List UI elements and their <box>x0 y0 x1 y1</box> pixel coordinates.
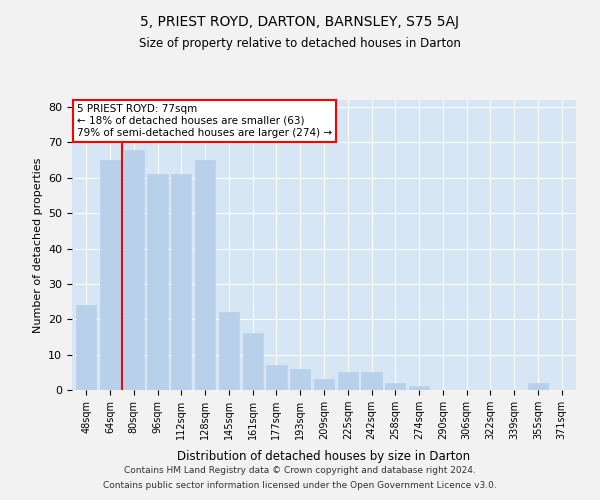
Bar <box>242 334 263 390</box>
Bar <box>385 383 406 390</box>
Bar <box>124 150 144 390</box>
Y-axis label: Number of detached properties: Number of detached properties <box>32 158 43 332</box>
Bar <box>266 365 287 390</box>
X-axis label: Distribution of detached houses by size in Darton: Distribution of detached houses by size … <box>178 450 470 464</box>
Bar <box>409 386 429 390</box>
Bar <box>100 160 120 390</box>
Bar <box>171 174 191 390</box>
Bar <box>361 372 382 390</box>
Text: Size of property relative to detached houses in Darton: Size of property relative to detached ho… <box>139 38 461 51</box>
Bar <box>528 383 548 390</box>
Bar <box>219 312 239 390</box>
Bar <box>338 372 358 390</box>
Bar <box>76 305 97 390</box>
Bar <box>195 160 215 390</box>
Bar <box>290 369 310 390</box>
Text: 5, PRIEST ROYD, DARTON, BARNSLEY, S75 5AJ: 5, PRIEST ROYD, DARTON, BARNSLEY, S75 5A… <box>140 15 460 29</box>
Text: Contains HM Land Registry data © Crown copyright and database right 2024.: Contains HM Land Registry data © Crown c… <box>124 466 476 475</box>
Text: 5 PRIEST ROYD: 77sqm
← 18% of detached houses are smaller (63)
79% of semi-detac: 5 PRIEST ROYD: 77sqm ← 18% of detached h… <box>77 104 332 138</box>
Text: Contains public sector information licensed under the Open Government Licence v3: Contains public sector information licen… <box>103 481 497 490</box>
Bar <box>148 174 167 390</box>
Bar <box>314 380 334 390</box>
